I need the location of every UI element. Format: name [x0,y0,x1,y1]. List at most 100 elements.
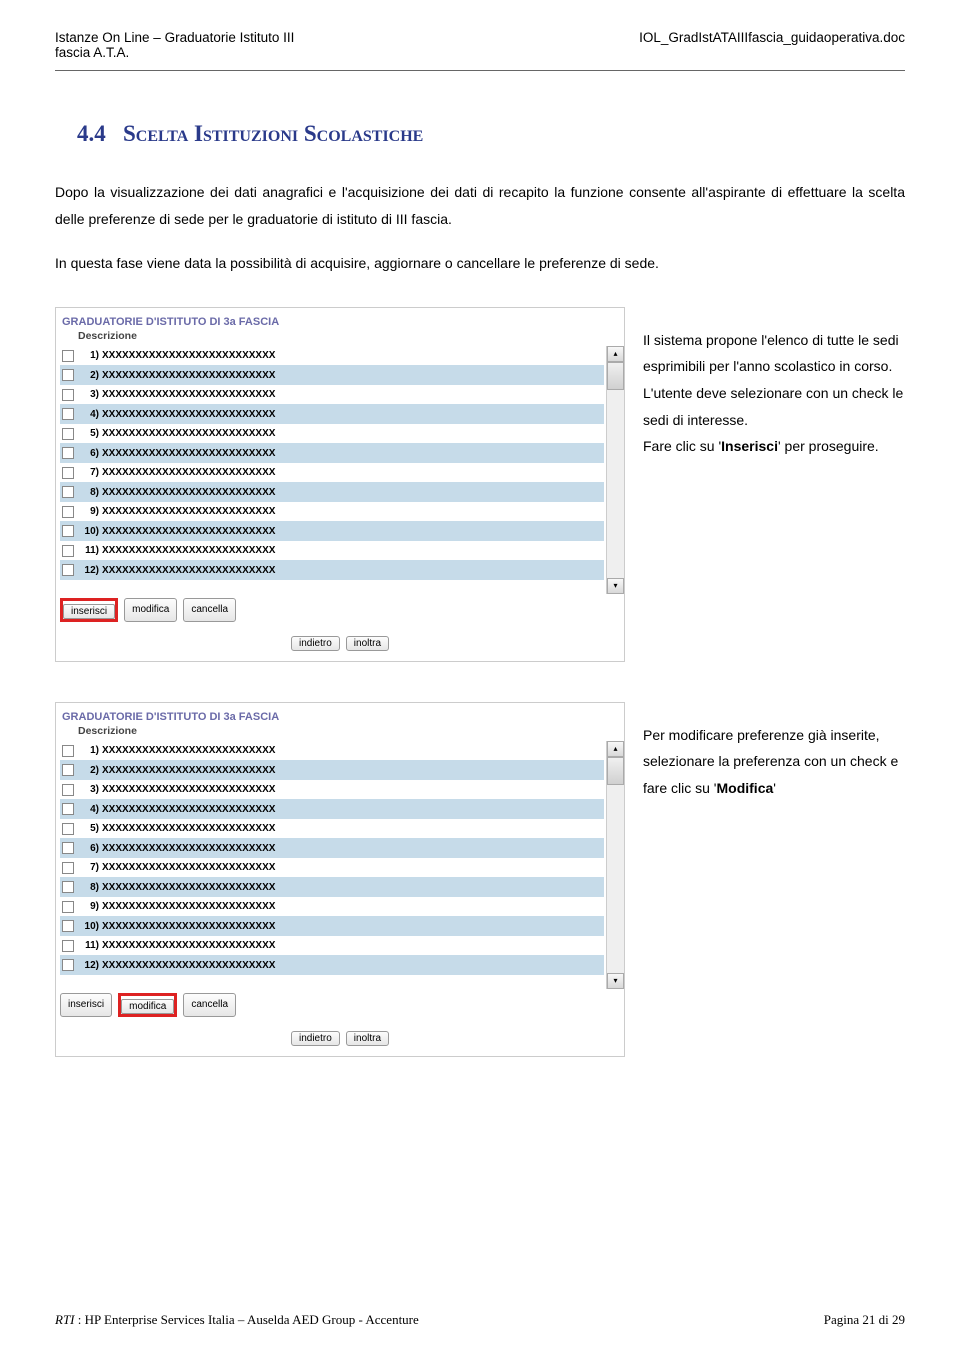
panel-subtitle: Descrizione [56,725,624,741]
row-number: 6) [78,843,102,854]
footer-page: Pagina 21 di 29 [824,1312,905,1328]
row-text: XXXXXXXXXXXXXXXXXXXXXXXXXX [102,823,604,834]
row-number: 6) [78,448,102,459]
scroll-track[interactable] [607,362,624,578]
row-number: 11) [78,545,102,556]
list-row: 8)XXXXXXXXXXXXXXXXXXXXXXXXXX [60,877,604,897]
checkbox[interactable] [62,389,74,401]
row-number: 10) [78,921,102,932]
panel-title: GRADUATORIE D'ISTITUTO DI 3a FASCIA [56,308,624,330]
row-text: XXXXXXXXXXXXXXXXXXXXXXXXXX [102,409,604,420]
row-text: XXXXXXXXXXXXXXXXXXXXXXXXXX [102,745,604,756]
checkbox[interactable] [62,525,74,537]
cancella-button[interactable]: cancella [183,993,236,1017]
checkbox[interactable] [62,784,74,796]
row-number: 4) [78,804,102,815]
modifica-button[interactable]: modifica [121,999,174,1014]
checkbox[interactable] [62,803,74,815]
row-text: XXXXXXXXXXXXXXXXXXXXXXXXXX [102,370,604,381]
scroll-down-icon[interactable]: ▾ [607,973,624,989]
row-text: XXXXXXXXXXXXXXXXXXXXXXXXXX [102,784,604,795]
checkbox[interactable] [62,467,74,479]
scrollbar[interactable]: ▴ ▾ [606,346,624,594]
checkbox[interactable] [62,920,74,932]
checkbox[interactable] [62,959,74,971]
row-number: 1) [78,350,102,361]
row-number: 10) [78,526,102,537]
checkbox[interactable] [62,350,74,362]
row-number: 2) [78,370,102,381]
row-number: 3) [78,784,102,795]
scroll-thumb[interactable] [607,757,624,785]
list-row: 5)XXXXXXXXXXXXXXXXXXXXXXXXXX [60,424,604,444]
checkbox[interactable] [62,881,74,893]
row-text: XXXXXXXXXXXXXXXXXXXXXXXXXX [102,526,604,537]
checkbox[interactable] [62,862,74,874]
modifica-button[interactable]: modifica [124,598,177,622]
row-text: XXXXXXXXXXXXXXXXXXXXXXXXXX [102,545,604,556]
list-row: 7)XXXXXXXXXXXXXXXXXXXXXXXXXX [60,858,604,878]
scroll-down-icon[interactable]: ▾ [607,578,624,594]
indietro-button[interactable]: indietro [291,636,340,651]
list-row: 10)XXXXXXXXXXXXXXXXXXXXXXXXXX [60,916,604,936]
scroll-up-icon[interactable]: ▴ [607,346,624,362]
row-number: 5) [78,823,102,834]
checkbox[interactable] [62,901,74,913]
list-row: 2)XXXXXXXXXXXXXXXXXXXXXXXXXX [60,760,604,780]
inserisci-button[interactable]: inserisci [60,993,112,1017]
list-row: 10)XXXXXXXXXXXXXXXXXXXXXXXXXX [60,521,604,541]
side-text-1b: Fare clic su 'Inserisci' per proseguire. [643,433,905,460]
row-text: XXXXXXXXXXXXXXXXXXXXXXXXXX [102,350,604,361]
row-number: 8) [78,882,102,893]
screenshot-panel-2: GRADUATORIE D'ISTITUTO DI 3a FASCIA Desc… [55,702,625,1057]
list-row: 4)XXXXXXXXXXXXXXXXXXXXXXXXXX [60,404,604,424]
checkbox[interactable] [62,447,74,459]
list-row: 4)XXXXXXXXXXXXXXXXXXXXXXXXXX [60,799,604,819]
list-row: 9)XXXXXXXXXXXXXXXXXXXXXXXXXX [60,897,604,917]
checkbox[interactable] [62,506,74,518]
row-number: 8) [78,487,102,498]
list-row: 1)XXXXXXXXXXXXXXXXXXXXXXXXXX [60,346,604,366]
row-number: 1) [78,745,102,756]
heading-title: Scelta Istituzioni Scolastiche [123,121,423,146]
row-number: 5) [78,428,102,439]
header-right: IOL_GradIstATAIIIfascia_guidaoperativa.d… [639,30,905,60]
checkbox[interactable] [62,940,74,952]
checkbox[interactable] [62,408,74,420]
checkbox[interactable] [62,823,74,835]
section-heading: 4.4 Scelta Istituzioni Scolastiche [55,121,905,147]
checkbox[interactable] [62,428,74,440]
scrollbar[interactable]: ▴ ▾ [606,741,624,989]
panel-subtitle: Descrizione [56,330,624,346]
indietro-button[interactable]: indietro [291,1031,340,1046]
scroll-up-icon[interactable]: ▴ [607,741,624,757]
list-row: 1)XXXXXXXXXXXXXXXXXXXXXXXXXX [60,741,604,761]
inoltra-button[interactable]: inoltra [346,1031,389,1046]
row-text: XXXXXXXXXXXXXXXXXXXXXXXXXX [102,940,604,951]
checkbox[interactable] [62,842,74,854]
checkbox[interactable] [62,486,74,498]
scroll-track[interactable] [607,757,624,973]
list-row: 12)XXXXXXXXXXXXXXXXXXXXXXXXXX [60,560,604,580]
checkbox[interactable] [62,564,74,576]
cancella-button[interactable]: cancella [183,598,236,622]
list-row: 2)XXXXXXXXXXXXXXXXXXXXXXXXXX [60,365,604,385]
row-text: XXXXXXXXXXXXXXXXXXXXXXXXXX [102,804,604,815]
row-number: 3) [78,389,102,400]
highlight-modifica: modifica [118,993,177,1017]
scroll-thumb[interactable] [607,362,624,390]
checkbox[interactable] [62,745,74,757]
checkbox[interactable] [62,545,74,557]
screenshot-panel-1: GRADUATORIE D'ISTITUTO DI 3a FASCIA Desc… [55,307,625,662]
checkbox[interactable] [62,764,74,776]
list-row: 6)XXXXXXXXXXXXXXXXXXXXXXXXXX [60,443,604,463]
inoltra-button[interactable]: inoltra [346,636,389,651]
header-left-line2: fascia A.T.A. [55,45,294,60]
row-number: 11) [78,940,102,951]
highlight-inserisci: inserisci [60,598,118,622]
checkbox[interactable] [62,369,74,381]
inserisci-button[interactable]: inserisci [63,604,115,619]
row-text: XXXXXXXXXXXXXXXXXXXXXXXXXX [102,882,604,893]
list-row: 3)XXXXXXXXXXXXXXXXXXXXXXXXXX [60,780,604,800]
list-row: 6)XXXXXXXXXXXXXXXXXXXXXXXXXX [60,838,604,858]
